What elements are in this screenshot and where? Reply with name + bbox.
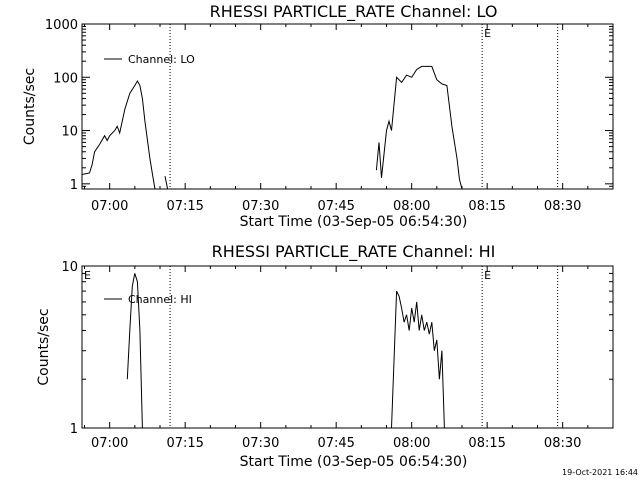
x-tick-label: 07:30 <box>242 199 279 214</box>
x-tick-label: 07:30 <box>242 436 279 451</box>
x-axis-label: Start Time (03-Sep-05 06:54:30) <box>240 214 468 230</box>
x-tick-label: 07:15 <box>166 199 203 214</box>
y-tick-label: 10 <box>61 125 78 140</box>
series-line-segment-2 <box>391 290 445 429</box>
y-tick-label: 100 <box>53 71 78 86</box>
x-tick-label: 08:30 <box>544 199 581 214</box>
series-line-segment-2 <box>164 176 169 190</box>
event-marker: E <box>484 269 491 282</box>
y-axis-label: Counts/sec <box>36 308 52 385</box>
legend: Channel: LO <box>104 53 195 66</box>
x-tick-label: 07:00 <box>91 199 128 214</box>
event-marker: E <box>484 27 491 40</box>
y-tick-label: 10 <box>61 260 78 275</box>
chart-panel-1: RHESSI PARTICLE_RATE Channel: LO 07:00 07:… <box>22 2 614 230</box>
x-tick-label: 08:15 <box>468 199 505 214</box>
series-line-segment-1 <box>126 273 143 429</box>
x-tick-label: 07:45 <box>317 199 354 214</box>
y-tick-label: 1 <box>70 422 78 437</box>
event-marker: E <box>84 269 91 282</box>
legend: Channel: HI <box>104 293 192 306</box>
series-line-segment-1 <box>81 79 156 190</box>
y-tick-label: 1000 <box>45 18 78 33</box>
footer-timestamp: 19-Oct-2021 16:44 <box>562 468 638 477</box>
x-tick-label: 07:45 <box>317 436 354 451</box>
y-tick-label: 1 <box>70 178 78 193</box>
x-tick-label: 08:00 <box>393 436 430 451</box>
plot-frame <box>81 265 614 429</box>
chart-title: RHESSI PARTICLE_RATE Channel: LO <box>210 2 498 22</box>
chart-title: RHESSI PARTICLE_RATE Channel: HI <box>212 242 496 262</box>
x-tick-label: 07:15 <box>166 436 203 451</box>
x-tick-label: 08:00 <box>393 199 430 214</box>
chart-panel-2: RHESSI PARTICLE_RATE Channel: HI 07:00 07:… <box>36 242 614 470</box>
plot-frame <box>81 23 614 190</box>
x-tick-label: 07:00 <box>91 436 128 451</box>
legend-label: Channel: LO <box>128 53 195 66</box>
legend-label: Channel: HI <box>128 293 192 306</box>
x-tick-label: 08:30 <box>544 436 581 451</box>
x-axis-label: Start Time (03-Sep-05 06:54:30) <box>240 454 468 470</box>
series-line-segment-3 <box>375 65 463 190</box>
y-axis-label: Counts/sec <box>22 68 38 145</box>
x-tick-label: 08:15 <box>468 436 505 451</box>
